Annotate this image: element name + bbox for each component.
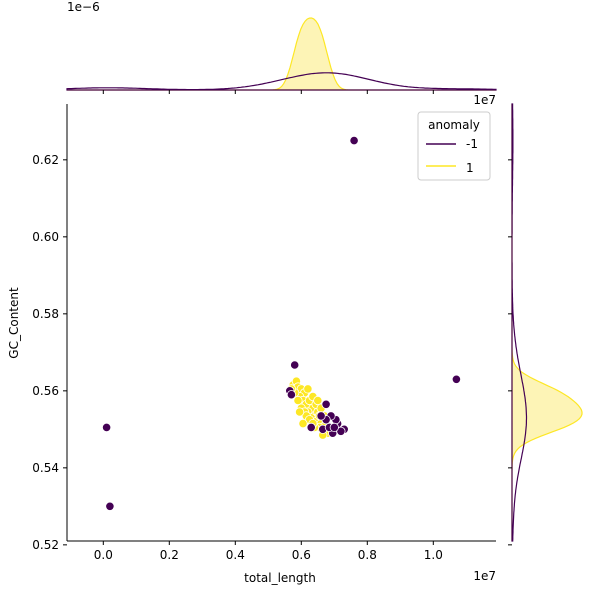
legend-title: anomaly (428, 118, 480, 132)
point-anomaly (306, 422, 316, 432)
point-normal (303, 384, 313, 394)
top-marginal-offset-label: 1e−6 (67, 0, 100, 14)
x-tick-label: 0.0 (94, 548, 113, 562)
legend-label-anomaly: -1 (466, 137, 478, 151)
right-density-anomaly (511, 103, 528, 542)
point-normal (298, 418, 308, 429)
right-density-normal (511, 104, 583, 541)
legend-box (417, 111, 491, 181)
y-tick-label: 0.58 (32, 307, 59, 321)
point-anomaly (329, 422, 339, 432)
point-anomaly (451, 374, 461, 384)
point-normal (293, 395, 303, 406)
y-tick-label: 0.56 (32, 384, 59, 398)
y-offset-label: 1e7 (473, 93, 496, 107)
point-anomaly (286, 390, 296, 400)
x-offset-label: 1e7 (473, 569, 496, 583)
x-tick-label: 0.6 (292, 548, 311, 562)
point-anomaly (316, 411, 326, 421)
x-tick-label: 1.0 (424, 548, 443, 562)
point-anomaly (105, 501, 115, 511)
scatter-points (102, 136, 461, 511)
y-axis-label: GC_Content (7, 287, 21, 359)
top-density-anomaly (66, 72, 497, 91)
y-tick-label: 0.62 (32, 153, 59, 167)
right-marginal-density (511, 103, 583, 542)
point-anomaly (290, 360, 300, 370)
x-tick-label: 0.2 (160, 548, 179, 562)
point-normal (313, 395, 323, 406)
x-tick-label: 0.4 (226, 548, 245, 562)
legend-label-normal: 1 (466, 161, 474, 175)
point-anomaly (102, 422, 112, 432)
top-marginal-density (66, 17, 497, 91)
point-normal (294, 407, 305, 417)
y-tick-label: 0.54 (32, 461, 59, 475)
legend: anomaly -1 1 (417, 111, 491, 181)
x-axis-label: total_length (244, 571, 316, 585)
x-tick-label: 0.8 (358, 548, 377, 562)
axis-ticks: 0.0 0.2 0.4 0.6 0.8 1.0 0.52 0.54 0.56 0.58 0.60 0.… (32, 90, 512, 562)
y-tick-label: 0.52 (32, 538, 59, 552)
point-anomaly (321, 399, 331, 409)
y-tick-label: 0.60 (32, 230, 59, 244)
point-anomaly (349, 136, 359, 146)
